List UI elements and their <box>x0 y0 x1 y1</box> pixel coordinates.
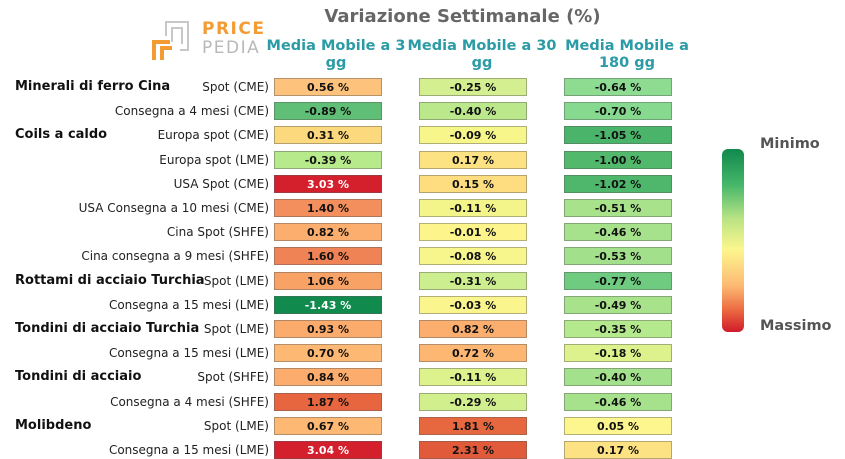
heatmap-cell: -0.29 % <box>419 393 527 411</box>
heatmap-cell: 0.17 % <box>564 441 672 459</box>
heatmap-cell: 1.81 % <box>419 417 527 435</box>
row-label: Europa spot (LME) <box>159 153 269 167</box>
row-label: Spot (LME) <box>203 419 269 433</box>
row-label: Cina Spot (SHFE) <box>166 225 269 239</box>
row-label: Consegna a 15 mesi (LME) <box>108 443 269 457</box>
heatmap-cell: 0.82 % <box>274 223 382 241</box>
row-label: Spot (CME) <box>202 80 269 94</box>
heatmap-cell: -0.39 % <box>274 151 382 169</box>
chart-title: Variazione Settimanale (%) <box>324 6 601 27</box>
row-label: Consegna a 15 mesi (LME) <box>108 298 269 312</box>
column-header-30gg: Media Mobile a 30 gg <box>407 38 557 71</box>
heatmap-cell: -0.89 % <box>274 102 382 120</box>
heatmap-cell: -0.18 % <box>564 344 672 362</box>
heatmap-cell: -0.01 % <box>419 223 527 241</box>
heatmap-cell: 0.70 % <box>274 344 382 362</box>
row-label: Consegna a 4 mesi (CME) <box>114 104 269 118</box>
heatmap-cell: -0.03 % <box>419 296 527 314</box>
column-header-3gg: Media Mobile a 3 gg <box>266 38 406 71</box>
heatmap-cell: -1.05 % <box>564 126 672 144</box>
heatmap-cell: 1.06 % <box>274 272 382 290</box>
row-label: Spot (LME) <box>203 322 269 336</box>
heatmap-cell: -0.35 % <box>564 320 672 338</box>
heatmap-cell: -1.00 % <box>564 151 672 169</box>
legend-color-scale <box>722 149 744 332</box>
heatmap-cell: -0.09 % <box>419 126 527 144</box>
row-group-label: Rottami di acciaio Turchia <box>15 273 205 288</box>
heatmap-cell: -0.31 % <box>419 272 527 290</box>
heatmap-cell: -0.40 % <box>564 368 672 386</box>
heatmap-cell: -0.70 % <box>564 102 672 120</box>
row-label: USA Spot (CME) <box>173 177 269 191</box>
heatmap-cell: 0.17 % <box>419 151 527 169</box>
heatmap-cell: 0.67 % <box>274 417 382 435</box>
row-label: Consegna a 15 mesi (LME) <box>108 346 269 360</box>
heatmap-cell: -1.02 % <box>564 175 672 193</box>
legend-min-label: Minimo <box>760 136 820 152</box>
heatmap-cell: -0.11 % <box>419 368 527 386</box>
row-group-label: Coils a caldo <box>15 127 108 142</box>
pricepedia-logo-icon <box>152 21 189 60</box>
heatmap-cell: 3.04 % <box>274 441 382 459</box>
row-group-label: Molibdeno <box>15 418 92 433</box>
row-group-label: Tondini di acciaio Turchia <box>15 321 200 336</box>
logo-word-price: PRICE <box>202 19 266 39</box>
heatmap-cell: 0.15 % <box>419 175 527 193</box>
row-label: Spot (LME) <box>203 274 269 288</box>
logo-word-pedia: PEDIA <box>202 38 261 58</box>
heatmap-cell: 0.72 % <box>419 344 527 362</box>
pricepedia-logo: PRICE PEDIA <box>150 19 264 62</box>
heatmap-cell: -0.46 % <box>564 223 672 241</box>
row-label: Europa spot (CME) <box>157 128 269 142</box>
heatmap-cell: 0.84 % <box>274 368 382 386</box>
heatmap-cell: -0.08 % <box>419 247 527 265</box>
heatmap-cell: -0.64 % <box>564 78 672 96</box>
legend-max-label: Massimo <box>760 318 832 334</box>
column-header-180gg: Media Mobile a 180 gg <box>565 38 689 71</box>
heatmap-cell: 0.31 % <box>274 126 382 144</box>
row-label: Cina consegna a 9 mesi (SHFE) <box>81 249 269 263</box>
row-label: Spot (SHFE) <box>197 370 269 384</box>
heatmap-cell: 0.82 % <box>419 320 527 338</box>
heatmap-cell: -0.11 % <box>419 199 527 217</box>
heatmap-cell: 2.31 % <box>419 441 527 459</box>
heatmap-cell: 3.03 % <box>274 175 382 193</box>
heatmap-cell: 1.60 % <box>274 247 382 265</box>
heatmap-cell: -0.46 % <box>564 393 672 411</box>
row-group-label: Minerali di ferro Cina <box>15 79 171 94</box>
heatmap-cell: -0.77 % <box>564 272 672 290</box>
heatmap-cell: 1.87 % <box>274 393 382 411</box>
heatmap-cell: -0.40 % <box>419 102 527 120</box>
row-label: Consegna a 4 mesi (SHFE) <box>110 395 269 409</box>
heatmap-cell: -0.51 % <box>564 199 672 217</box>
heatmap-cell: -0.25 % <box>419 78 527 96</box>
heatmap-cell: 1.40 % <box>274 199 382 217</box>
heatmap-cell: -1.43 % <box>274 296 382 314</box>
heatmap-cell: -0.49 % <box>564 296 672 314</box>
heatmap-cell: 0.56 % <box>274 78 382 96</box>
row-label: USA Consegna a 10 mesi (CME) <box>78 201 269 215</box>
heatmap-cell: 0.05 % <box>564 417 672 435</box>
heatmap-cell: -0.53 % <box>564 247 672 265</box>
heatmap-cell: 0.93 % <box>274 320 382 338</box>
row-group-label: Tondini di acciaio <box>15 369 142 384</box>
